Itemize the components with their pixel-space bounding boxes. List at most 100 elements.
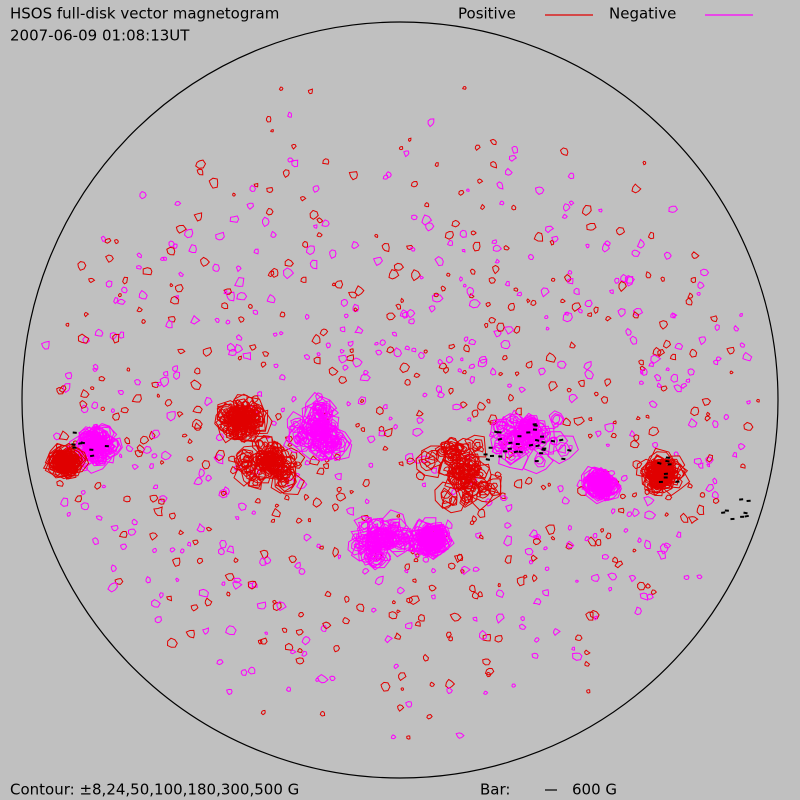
contour (248, 344, 257, 351)
contour (334, 473, 342, 481)
contour (316, 217, 324, 224)
contour (648, 400, 658, 408)
contour (568, 200, 575, 206)
contour (463, 336, 469, 343)
contour (604, 378, 612, 387)
contour (502, 355, 508, 361)
contour (457, 368, 463, 373)
contour (284, 436, 293, 443)
contour (253, 248, 259, 255)
contour (317, 427, 323, 433)
contour (639, 365, 646, 371)
contour (470, 230, 477, 236)
contour (466, 456, 477, 467)
contour (315, 677, 320, 682)
contour (266, 294, 276, 304)
contour (101, 430, 107, 436)
contour (625, 327, 632, 336)
contour (463, 344, 470, 353)
contour-levels: Contour: ±8,24,50,100,180,300,500 G (10, 781, 299, 799)
contour (171, 557, 181, 567)
contour (404, 563, 411, 571)
contour (587, 536, 597, 547)
contour (631, 249, 641, 257)
contour (520, 616, 525, 622)
contour (114, 239, 119, 245)
contour (94, 438, 103, 448)
contour (514, 371, 520, 377)
contour (587, 433, 593, 439)
contour (430, 594, 436, 600)
contour (332, 546, 340, 558)
contour (319, 545, 324, 550)
contour (40, 340, 50, 350)
contour (119, 453, 123, 458)
contour (446, 631, 452, 639)
contour (486, 473, 502, 497)
contour (715, 356, 722, 362)
contour (687, 368, 695, 376)
contour (592, 476, 610, 494)
contour (307, 518, 312, 523)
contour (410, 180, 419, 188)
contour (421, 526, 440, 542)
contour (393, 632, 402, 640)
contour (272, 465, 292, 480)
contour (307, 88, 313, 95)
contour (362, 568, 370, 575)
contour (141, 318, 146, 324)
contour (109, 332, 118, 341)
contour (425, 222, 435, 232)
contour (564, 311, 569, 316)
contour (79, 399, 88, 409)
contour (364, 544, 384, 567)
contour (687, 516, 699, 525)
contour (374, 341, 379, 346)
contour (181, 433, 188, 438)
contour (398, 145, 404, 151)
contour (220, 406, 233, 416)
contour (714, 324, 720, 332)
contour (496, 322, 505, 332)
contour (214, 453, 224, 465)
contour (446, 239, 454, 247)
contour (411, 214, 418, 221)
contour (349, 348, 354, 354)
contour (706, 454, 714, 463)
contour (151, 599, 161, 608)
contour (177, 348, 186, 355)
contour (534, 186, 545, 195)
contour (528, 529, 538, 538)
contour (685, 378, 691, 383)
contour (224, 573, 235, 582)
contour (310, 401, 329, 420)
contour (282, 169, 290, 178)
contour (464, 453, 480, 473)
field-bar (721, 511, 726, 514)
contour (223, 407, 228, 414)
contour (691, 251, 700, 259)
contour (235, 423, 251, 439)
contour (585, 243, 590, 249)
contour (295, 517, 303, 524)
contour (413, 372, 421, 378)
contour (461, 565, 471, 576)
contour (149, 532, 158, 541)
contour (205, 526, 213, 532)
contour (120, 543, 128, 551)
contour (299, 432, 327, 461)
contour (379, 523, 406, 553)
contour (136, 265, 143, 270)
contour (368, 462, 374, 468)
contour (630, 439, 640, 449)
contour (404, 345, 410, 351)
contour (393, 262, 405, 271)
contour (635, 415, 641, 421)
contour (301, 650, 308, 657)
contour (251, 510, 257, 515)
contour (187, 438, 193, 444)
contour (237, 355, 242, 361)
contour (545, 352, 557, 363)
contour (92, 537, 99, 546)
